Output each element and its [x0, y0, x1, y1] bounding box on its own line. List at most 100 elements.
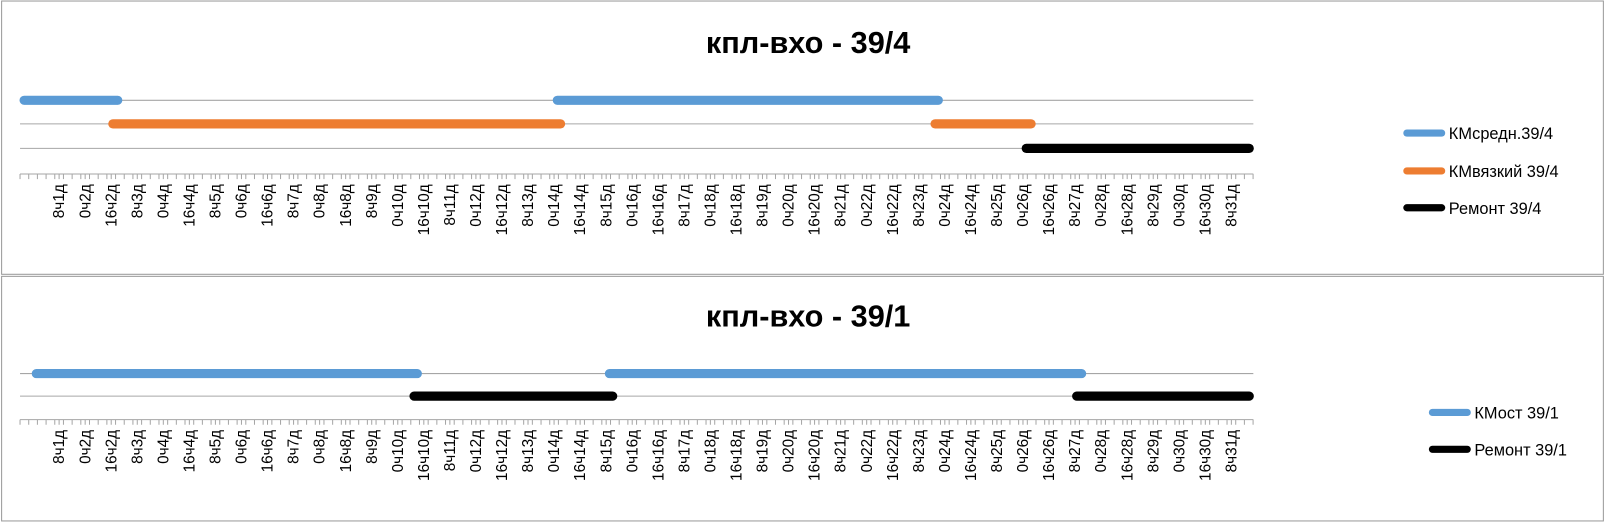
x-tick-label: 8ч9д — [364, 184, 381, 218]
x-tick-label: 8ч1д — [51, 430, 68, 464]
x-tick-label: 8ч15д — [598, 430, 615, 473]
legend-label: КМсредн.39/4 — [1449, 125, 1553, 143]
x-tick-label: 0ч4д — [155, 184, 172, 218]
x-tick-label: 0ч2д — [77, 184, 94, 218]
x-tick-label: 8ч17д — [676, 184, 693, 227]
x-tick-label: 8ч7д — [286, 184, 303, 218]
x-tick-label: 0ч20д — [781, 184, 798, 227]
panel-frame — [1, 275, 1604, 522]
legend-label: КМвязкий 39/4 — [1449, 163, 1559, 181]
chart-title: кпл-вхо - 39/4 — [706, 25, 911, 60]
x-tick-label: 16ч6д — [260, 184, 277, 227]
x-tick-label: 8ч5д — [208, 430, 225, 464]
x-tick-label: 16ч10д — [416, 430, 433, 481]
x-tick-label: 16ч18д — [729, 430, 746, 481]
x-tick-label: 8ч25д — [989, 184, 1006, 227]
x-tick-label: 0ч10д — [390, 184, 407, 227]
x-tick-label: 8ч17д — [676, 430, 693, 473]
x-tick-label: 16ч4д — [181, 430, 198, 473]
x-tick-label: 16ч20д — [807, 184, 824, 235]
x-tick-label: 16ч12д — [494, 430, 511, 481]
x-tick-label: 8ч13д — [520, 430, 537, 473]
x-tick-label: 0ч30д — [1171, 184, 1188, 227]
x-tick-label: 16ч10д — [416, 184, 433, 235]
x-tick-label: 8ч11д — [442, 430, 459, 471]
x-tick-label: 8ч13д — [520, 184, 537, 227]
x-tick-label: 0ч22д — [859, 184, 876, 227]
x-tick-label: 16ч30д — [1197, 184, 1214, 235]
panel-frame — [1, 0, 1604, 275]
x-tick-label: 16ч16д — [650, 430, 667, 481]
x-tick-label: 8ч1д — [51, 184, 68, 218]
x-tick-label: 0ч6д — [234, 184, 251, 218]
x-tick-label: 0ч22д — [859, 430, 876, 473]
x-tick-label: 16ч4д — [181, 184, 198, 227]
x-tick-label: 0ч26д — [1015, 184, 1032, 227]
x-tick-label: 0ч24д — [937, 184, 954, 227]
x-tick-label: 16ч26д — [1041, 184, 1058, 235]
x-tick-label: 16ч24д — [963, 430, 980, 481]
x-tick-label: 0ч14д — [546, 184, 563, 227]
x-tick-label: 16ч22д — [885, 430, 902, 481]
x-tick-label: 0ч24д — [937, 430, 954, 473]
x-tick-label: 8ч29д — [1145, 184, 1162, 227]
x-tick-label: 8ч3д — [129, 184, 146, 218]
x-tick-label: 8ч21д — [833, 184, 850, 227]
x-tick-label: 16ч20д — [807, 430, 824, 481]
x-tick-label: 0ч10д — [390, 430, 407, 473]
x-tick-label: 16ч28д — [1119, 430, 1136, 481]
x-tick-label: 16ч12д — [494, 184, 511, 235]
x-tick-label: 0ч4д — [155, 430, 172, 464]
x-tick-label: 8ч19д — [755, 430, 772, 473]
x-tick-label: 8ч27д — [1067, 184, 1084, 227]
x-tick-label: 16ч24д — [963, 184, 980, 235]
x-tick-label: 0ч2д — [77, 430, 94, 464]
legend-label: КМост 39/1 — [1474, 405, 1559, 423]
x-tick-label: 0ч28д — [1093, 430, 1110, 473]
x-tick-label: 0ч6д — [234, 430, 251, 464]
x-tick-label: 16ч22д — [885, 184, 902, 235]
x-tick-label: 0ч8д — [312, 430, 329, 464]
x-tick-label: 8ч3д — [129, 430, 146, 464]
x-tick-label: 0ч14д — [546, 430, 563, 473]
x-tick-label: 16ч2д — [103, 184, 120, 227]
x-tick-label: 16ч2д — [103, 430, 120, 473]
x-tick-label: 0ч18д — [702, 430, 719, 473]
x-tick-label: 0ч26д — [1015, 430, 1032, 473]
x-tick-label: 8ч23д — [911, 184, 928, 227]
x-tick-label: 16ч14д — [572, 184, 589, 235]
x-tick-label: 16ч8д — [338, 184, 355, 227]
x-tick-label: 8ч29д — [1145, 430, 1162, 473]
x-tick-label: 16ч14д — [572, 430, 589, 481]
x-tick-label: 0ч30д — [1171, 430, 1188, 473]
x-tick-label: 16ч28д — [1119, 184, 1136, 235]
x-tick-label: 0ч8д — [312, 184, 329, 218]
x-tick-label: 0ч12д — [468, 430, 485, 473]
x-tick-label: 16ч6д — [260, 430, 277, 473]
x-tick-label: 0ч18д — [702, 184, 719, 227]
x-tick-label: 0ч12д — [468, 184, 485, 227]
x-tick-label: 0ч16д — [624, 430, 641, 473]
x-tick-label: 8ч11д — [442, 184, 459, 225]
x-tick-label: 0ч16д — [624, 184, 641, 227]
x-tick-label: 8ч31д — [1223, 184, 1240, 227]
x-tick-label: 8ч7д — [286, 430, 303, 464]
legend-label: Ремонт 39/1 — [1474, 441, 1567, 459]
x-tick-label: 16ч16д — [650, 184, 667, 235]
x-tick-label: 8ч27д — [1067, 430, 1084, 473]
chart-title: кпл-вхо - 39/1 — [706, 298, 911, 333]
x-tick-label: 0ч28д — [1093, 184, 1110, 227]
x-tick-label: 16ч26д — [1041, 430, 1058, 481]
x-tick-label: 8ч21д — [833, 430, 850, 473]
x-tick-label: 8ч5д — [208, 184, 225, 218]
x-tick-label: 8ч9д — [364, 430, 381, 464]
x-tick-label: 8ч15д — [598, 184, 615, 227]
x-tick-label: 8ч31д — [1223, 430, 1240, 473]
x-tick-label: 8ч23д — [911, 430, 928, 473]
x-tick-label: 16ч18д — [729, 184, 746, 235]
x-tick-label: 8ч19д — [755, 184, 772, 227]
x-tick-label: 0ч20д — [781, 430, 798, 473]
x-tick-label: 16ч8д — [338, 430, 355, 473]
x-tick-label: 8ч25д — [989, 430, 1006, 473]
